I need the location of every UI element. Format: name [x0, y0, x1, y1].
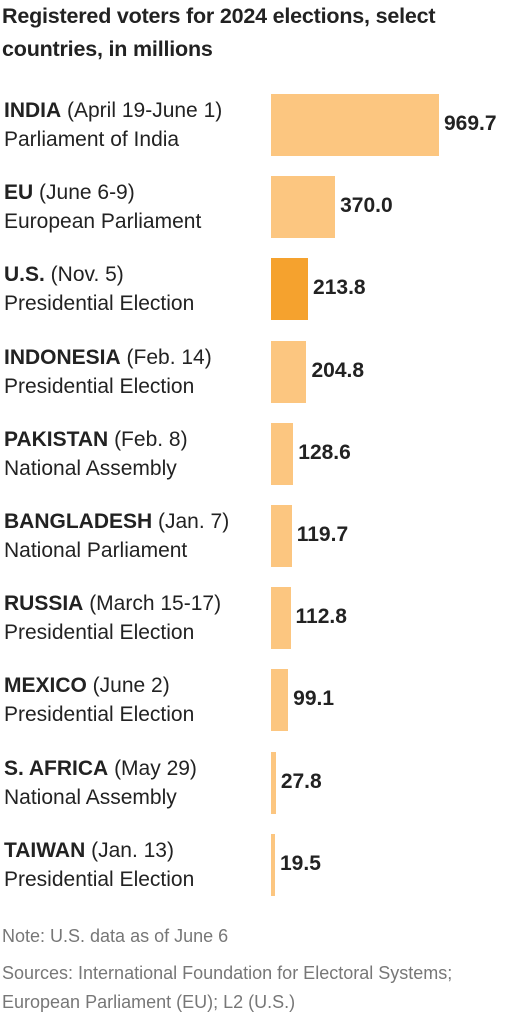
category-label: TAIWAN (Jan. 13) Presidential Election [4, 836, 266, 894]
election-date: (March 15-17) [83, 592, 222, 616]
category-label: PAKISTAN (Feb. 8) National Assembly [4, 425, 266, 483]
category-label: BANGLADESH (Jan. 7) National Parliament [4, 507, 266, 565]
bar [271, 505, 292, 567]
data-label: 119.7 [296, 523, 349, 546]
election-type: Presidential Election [4, 703, 195, 727]
election-date: (May 29) [108, 756, 197, 780]
data-label: 19.5 [280, 851, 321, 875]
bar [271, 340, 307, 403]
data-label: 204.8 [311, 358, 365, 382]
country-name: BANGLADESH [4, 510, 153, 533]
data-label: 99.1 [293, 687, 335, 711]
election-date: (June 6-9) [33, 181, 135, 205]
country-name: INDIA [4, 99, 62, 122]
election-type: National Assembly [4, 456, 177, 480]
country-name: PAKISTAN [4, 427, 109, 451]
category-label: S. AFRICA (May 29) National Assembly [4, 754, 266, 812]
election-type: Presidential Election [4, 292, 195, 316]
category-label: EU (June 6-9) European Parliament [4, 178, 266, 236]
country-name: S. AFRICA [4, 756, 109, 780]
election-date: (Feb. 14) [120, 345, 212, 369]
chart-title: Registered voters for 2024 elections, se… [2, 4, 436, 61]
election-date: (June 2) [86, 674, 170, 698]
data-label: 370.0 [340, 194, 393, 218]
bar-row: EU (June 6-9) European Parliament 370.0 [0, 174, 518, 240]
bar-row: U.S. (Nov. 5) Presidential Election 213.8 [0, 256, 518, 322]
bar [271, 258, 309, 321]
country-name: INDONESIA [4, 345, 121, 369]
category-label: RUSSIA (March 15-17) Presidential Electio… [4, 589, 266, 647]
category-label: INDONESIA (Feb. 14) Presidential Election [4, 343, 266, 401]
chart-note: Note: U.S. data as of June 6 [2, 926, 229, 946]
country-name: EU [4, 181, 34, 205]
chart-sources: Sources: International Foundation for El… [2, 963, 453, 1012]
bar [271, 587, 291, 650]
category-label: MEXICO (June 2) Presidential Election [4, 671, 266, 729]
election-date: (Jan. 7) [152, 510, 230, 533]
election-date: (Nov. 5) [44, 263, 124, 287]
bar [271, 751, 276, 814]
data-label: 213.8 [313, 276, 366, 300]
election-date: (Feb. 8) [108, 427, 188, 451]
bar-row: S. AFRICA (May 29) National Assembly 27.8 [0, 750, 518, 816]
bar [271, 422, 294, 485]
country-name: RUSSIA [4, 592, 84, 616]
country-name: MEXICO [4, 674, 87, 698]
election-type: Presidential Election [4, 867, 195, 891]
bar-row: INDIA (April 19-June 1) Parliament of Ind… [0, 92, 518, 158]
election-type: National Parliament [4, 539, 188, 562]
data-label: 128.6 [298, 440, 351, 464]
election-date: (April 19-June 1) [61, 99, 223, 122]
bar-row: INDONESIA (Feb. 14) Presidential Election… [0, 339, 518, 405]
category-label: U.S. (Nov. 5) Presidential Election [4, 260, 266, 318]
election-date: (Jan. 13) [85, 838, 174, 862]
data-label: 969.7 [444, 112, 497, 135]
election-type: Presidential Election [4, 374, 195, 398]
bar-row: TAIWAN (Jan. 13) Presidential Election 19.… [0, 832, 518, 898]
bar-row: MEXICO (June 2) Presidential Election 99.1 [0, 667, 518, 733]
category-label: INDIA (April 19-June 1) Parliament of Ind… [4, 96, 266, 154]
bar [271, 833, 275, 896]
country-name: TAIWAN [4, 838, 86, 862]
data-label: 27.8 [280, 769, 322, 793]
election-type: European Parliament [4, 210, 202, 234]
election-type: Parliament of India [4, 128, 180, 151]
data-label: 112.8 [295, 605, 347, 629]
bar [271, 94, 439, 156]
bar [271, 669, 289, 732]
election-type: National Assembly [4, 785, 177, 809]
bar-row: PAKISTAN (Feb. 8) National Assembly 128.6 [0, 421, 518, 487]
bar [271, 176, 336, 239]
country-name: U.S. [4, 263, 45, 287]
bar-row: RUSSIA (March 15-17) Presidential Electio… [0, 585, 518, 651]
election-type: Presidential Election [4, 621, 195, 645]
bar-row: BANGLADESH (Jan. 7) National Parliament 11… [0, 503, 518, 569]
